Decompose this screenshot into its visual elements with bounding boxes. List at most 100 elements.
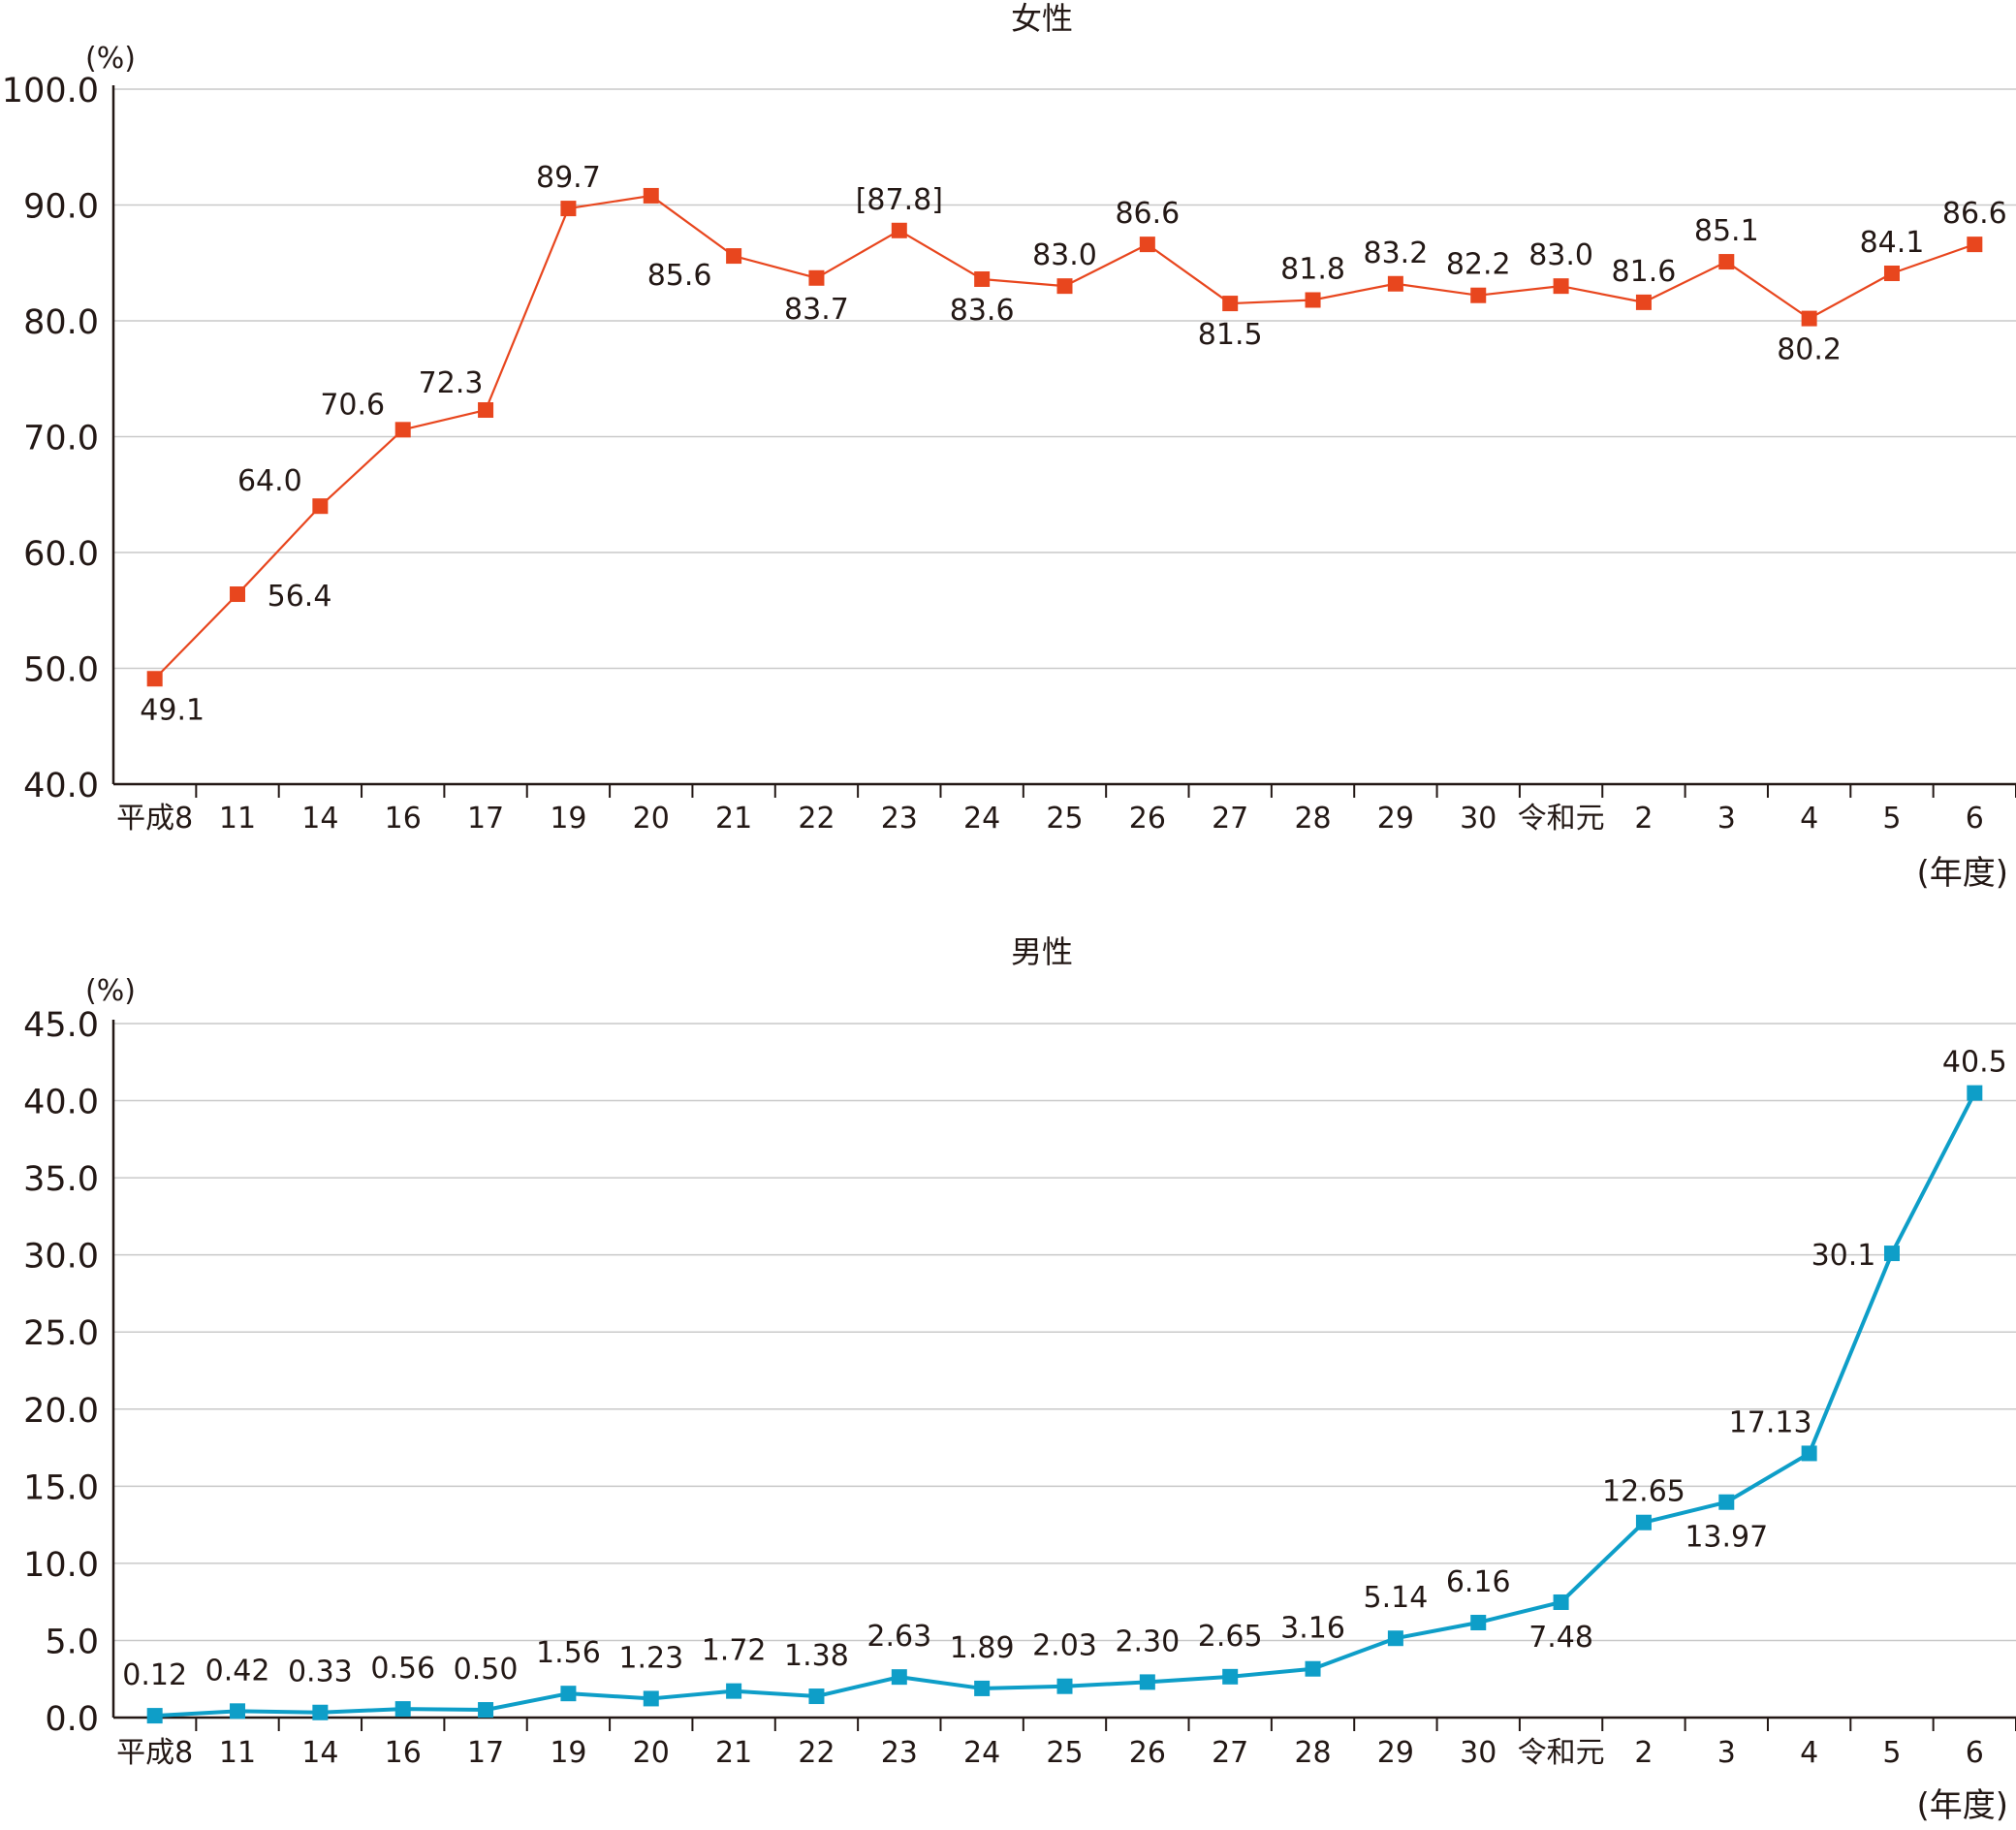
female-y-tick-label: 100.0 <box>2 72 99 110</box>
female-data-point <box>1718 254 1735 270</box>
female-data-point <box>1635 294 1652 310</box>
female-y-tick-label: 70.0 <box>23 420 99 458</box>
female-data-label: 84.1 <box>1860 226 1925 260</box>
female-data-label: 83.7 <box>784 293 849 327</box>
male-data-point <box>808 1688 825 1705</box>
male-chart-title: 男性 <box>1011 933 1073 970</box>
female-data-label: 86.6 <box>1115 197 1180 231</box>
female-data-label: 56.4 <box>268 580 332 614</box>
female-x-tick-label: 25 <box>1046 802 1083 836</box>
male-data-point <box>1139 1674 1155 1690</box>
male-data-point <box>478 1702 494 1719</box>
female-data-point <box>643 187 659 204</box>
female-data-point <box>1387 275 1403 292</box>
female-data-point <box>1056 278 1073 295</box>
female-data-label: 64.0 <box>237 464 302 498</box>
female-data-point <box>1883 266 1900 282</box>
female-data-label: 83.6 <box>950 294 1015 328</box>
male-x-tick-label: 20 <box>633 1736 670 1770</box>
female-data-point <box>1470 287 1487 303</box>
male-series-line <box>154 1091 1977 1719</box>
male-data-label: 0.56 <box>370 1652 435 1686</box>
male-data-point <box>974 1680 991 1696</box>
male-x-tick-label: 平成8 <box>116 1736 193 1770</box>
female-data-label: 81.6 <box>1612 255 1677 289</box>
female-data-label: 72.3 <box>419 366 484 400</box>
male-data-point <box>1967 1085 1983 1101</box>
female-chart-title: 女性 <box>1011 0 1073 37</box>
male-data-label: 2.63 <box>866 1620 931 1654</box>
female-data-label: 83.0 <box>1032 238 1097 272</box>
female-x-tick-label: 23 <box>881 802 918 836</box>
female-chart: 女性 (%) (年度) 40.0 50.0 60.0 70.0 80.0 90.0 100.… <box>2 0 2016 893</box>
male-data-label: 1.56 <box>536 1636 601 1670</box>
male-data-label: 30.1 <box>1811 1239 1876 1273</box>
female-data-label: 83.2 <box>1363 237 1428 270</box>
male-data-point <box>1718 1494 1735 1510</box>
male-data-label: 17.13 <box>1729 1405 1812 1439</box>
male-x-tick-label: 21 <box>715 1736 752 1770</box>
female-data-label: 80.2 <box>1777 333 1842 367</box>
male-y-tick-label: 10.0 <box>23 1546 99 1585</box>
female-x-tick-label: 令和元 <box>1518 802 1605 836</box>
female-data-label: 70.6 <box>320 388 385 422</box>
female-y-tick-label: 90.0 <box>23 188 99 227</box>
male-data-label: 0.33 <box>288 1656 353 1689</box>
female-data-point <box>974 270 991 287</box>
female-x-tick-label: 3 <box>1717 802 1736 836</box>
male-data-label: 2.65 <box>1198 1620 1263 1654</box>
female-data-label: 49.1 <box>140 693 205 727</box>
female-data-label: 86.6 <box>1942 197 2007 231</box>
male-data-label: 3.16 <box>1280 1612 1345 1646</box>
male-y-tick-label: 35.0 <box>23 1160 99 1199</box>
female-data-label: 81.5 <box>1198 318 1263 352</box>
female-y-unit: (%) <box>85 42 136 76</box>
male-x-tick-label: 24 <box>963 1736 1000 1770</box>
male-data-label: 13.97 <box>1685 1521 1768 1555</box>
female-data-point <box>1553 278 1569 295</box>
female-data-point <box>1305 292 1321 308</box>
female-data-point <box>1967 237 1983 253</box>
female-data-point <box>230 586 246 603</box>
female-x-tick-label: 20 <box>633 802 670 836</box>
female-x-tick-label: 30 <box>1460 802 1496 836</box>
female-x-tick-label: 29 <box>1377 802 1414 836</box>
female-y-tick-label: 60.0 <box>23 535 99 574</box>
male-data-label: 1.72 <box>702 1634 767 1668</box>
male-x-tick-label: 6 <box>1966 1736 1984 1770</box>
female-x-tick-label: 27 <box>1212 802 1248 836</box>
male-data-point <box>560 1686 577 1702</box>
male-x-tick-label: 25 <box>1046 1736 1083 1770</box>
male-data-label: 0.50 <box>454 1653 519 1687</box>
male-x-tick-label: 29 <box>1377 1736 1414 1770</box>
male-data-label: 40.5 <box>1942 1046 2007 1080</box>
female-x-tick-label: 6 <box>1966 802 1984 836</box>
male-data-label: 12.65 <box>1602 1475 1685 1509</box>
male-data-point <box>1056 1678 1073 1694</box>
female-x-tick-label: 2 <box>1634 802 1653 836</box>
female-data-point <box>312 498 329 515</box>
male-data-label: 6.16 <box>1446 1565 1511 1599</box>
female-data-point <box>1222 296 1239 312</box>
male-data-point <box>1387 1630 1403 1647</box>
male-data-label: 2.03 <box>1032 1629 1097 1663</box>
female-data-label: 82.2 <box>1446 248 1511 282</box>
female-y-tick-label: 40.0 <box>23 767 99 805</box>
male-y-tick-label: 25.0 <box>23 1314 99 1353</box>
female-data-point <box>1801 310 1817 327</box>
male-x-tick-label: 3 <box>1717 1736 1736 1770</box>
male-x-tick-label: 26 <box>1129 1736 1166 1770</box>
male-data-label: 1.23 <box>618 1641 683 1675</box>
female-data-label: 83.0 <box>1528 238 1593 272</box>
male-x-unit: (年度) <box>1916 1786 2008 1825</box>
female-data-point <box>726 248 742 265</box>
male-y-unit: (%) <box>85 974 136 1008</box>
female-y-tick-label: 50.0 <box>23 651 99 690</box>
female-x-tick-label: 19 <box>550 802 586 836</box>
female-data-point <box>394 422 411 438</box>
male-y-tick-label: 45.0 <box>23 1006 99 1045</box>
female-data-point <box>560 201 577 217</box>
male-y-tick-label: 30.0 <box>23 1238 99 1277</box>
male-data-label: 2.30 <box>1115 1625 1180 1658</box>
